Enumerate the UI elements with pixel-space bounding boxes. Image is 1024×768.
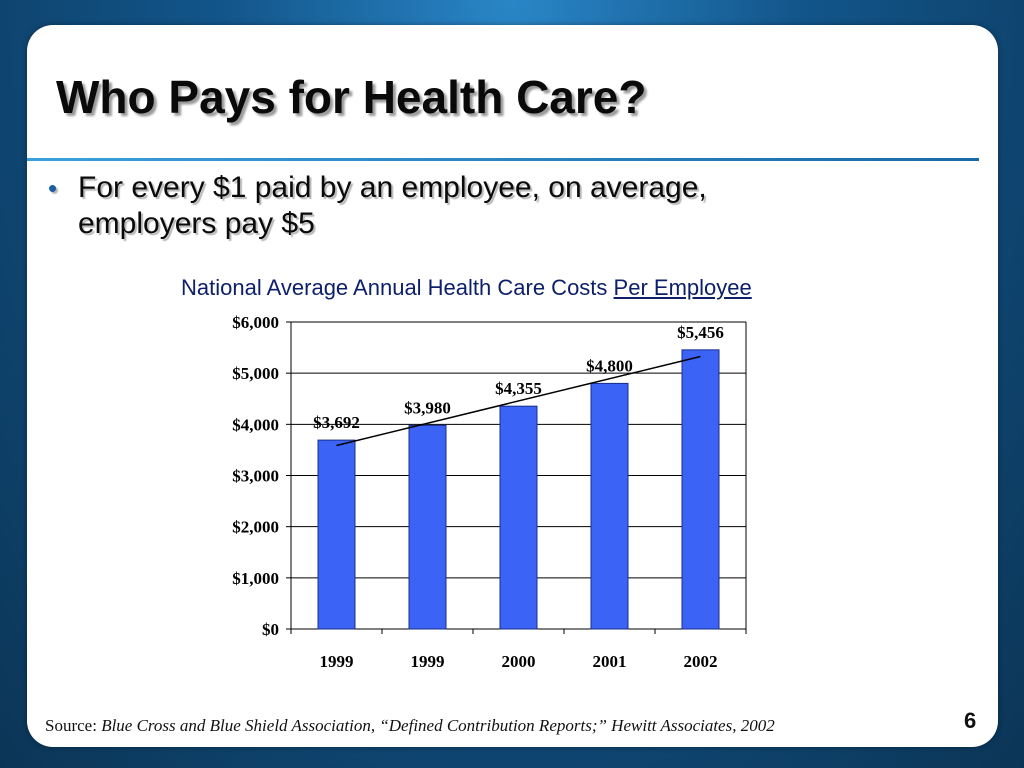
data-label: $4,800	[586, 356, 633, 375]
trendline	[336, 355, 701, 447]
x-tick-label: 2000	[502, 652, 536, 671]
bar	[408, 424, 447, 630]
chart-title-underlined: Per Employee	[613, 275, 752, 300]
data-label: $3,692	[313, 413, 360, 432]
y-tick-label: $0	[262, 620, 279, 639]
bullet-icon: •	[48, 173, 58, 203]
y-tick-label: $5,000	[232, 364, 279, 383]
y-tick-label: $4,000	[232, 415, 279, 434]
bullet-point: • For every $1 paid by an employee, on a…	[48, 170, 848, 242]
bar	[590, 382, 629, 630]
bar	[499, 405, 538, 630]
chart-title-main: National Average Annual Health Care Cost…	[181, 275, 608, 300]
data-label: $5,456	[677, 323, 724, 342]
x-tick-label: 2001	[593, 652, 627, 671]
x-tick-label: 1999	[411, 652, 445, 671]
source-citation: Source: Blue Cross and Blue Shield Assoc…	[45, 716, 775, 736]
y-tick-label: $1,000	[232, 569, 279, 588]
slide-title: Who Pays for Health Care?	[56, 71, 647, 123]
data-label: $3,980	[404, 398, 451, 417]
chart-title: National Average Annual Health Care Cost…	[181, 275, 752, 301]
y-tick-label: $2,000	[232, 518, 279, 537]
source-label: Source:	[45, 716, 97, 735]
x-tick-label: 2002	[684, 652, 718, 671]
bullet-text: For every $1 paid by an employee, on ave…	[78, 171, 707, 240]
title-underline	[27, 158, 979, 161]
bar	[317, 439, 356, 630]
source-text: Blue Cross and Blue Shield Association, …	[101, 716, 775, 735]
data-label: $4,355	[495, 379, 542, 398]
x-tick-label: 1999	[320, 652, 354, 671]
page-number: 6	[964, 708, 977, 733]
y-tick-label: $3,000	[232, 467, 279, 486]
bar	[681, 349, 720, 630]
y-tick-label: $6,000	[232, 313, 279, 332]
